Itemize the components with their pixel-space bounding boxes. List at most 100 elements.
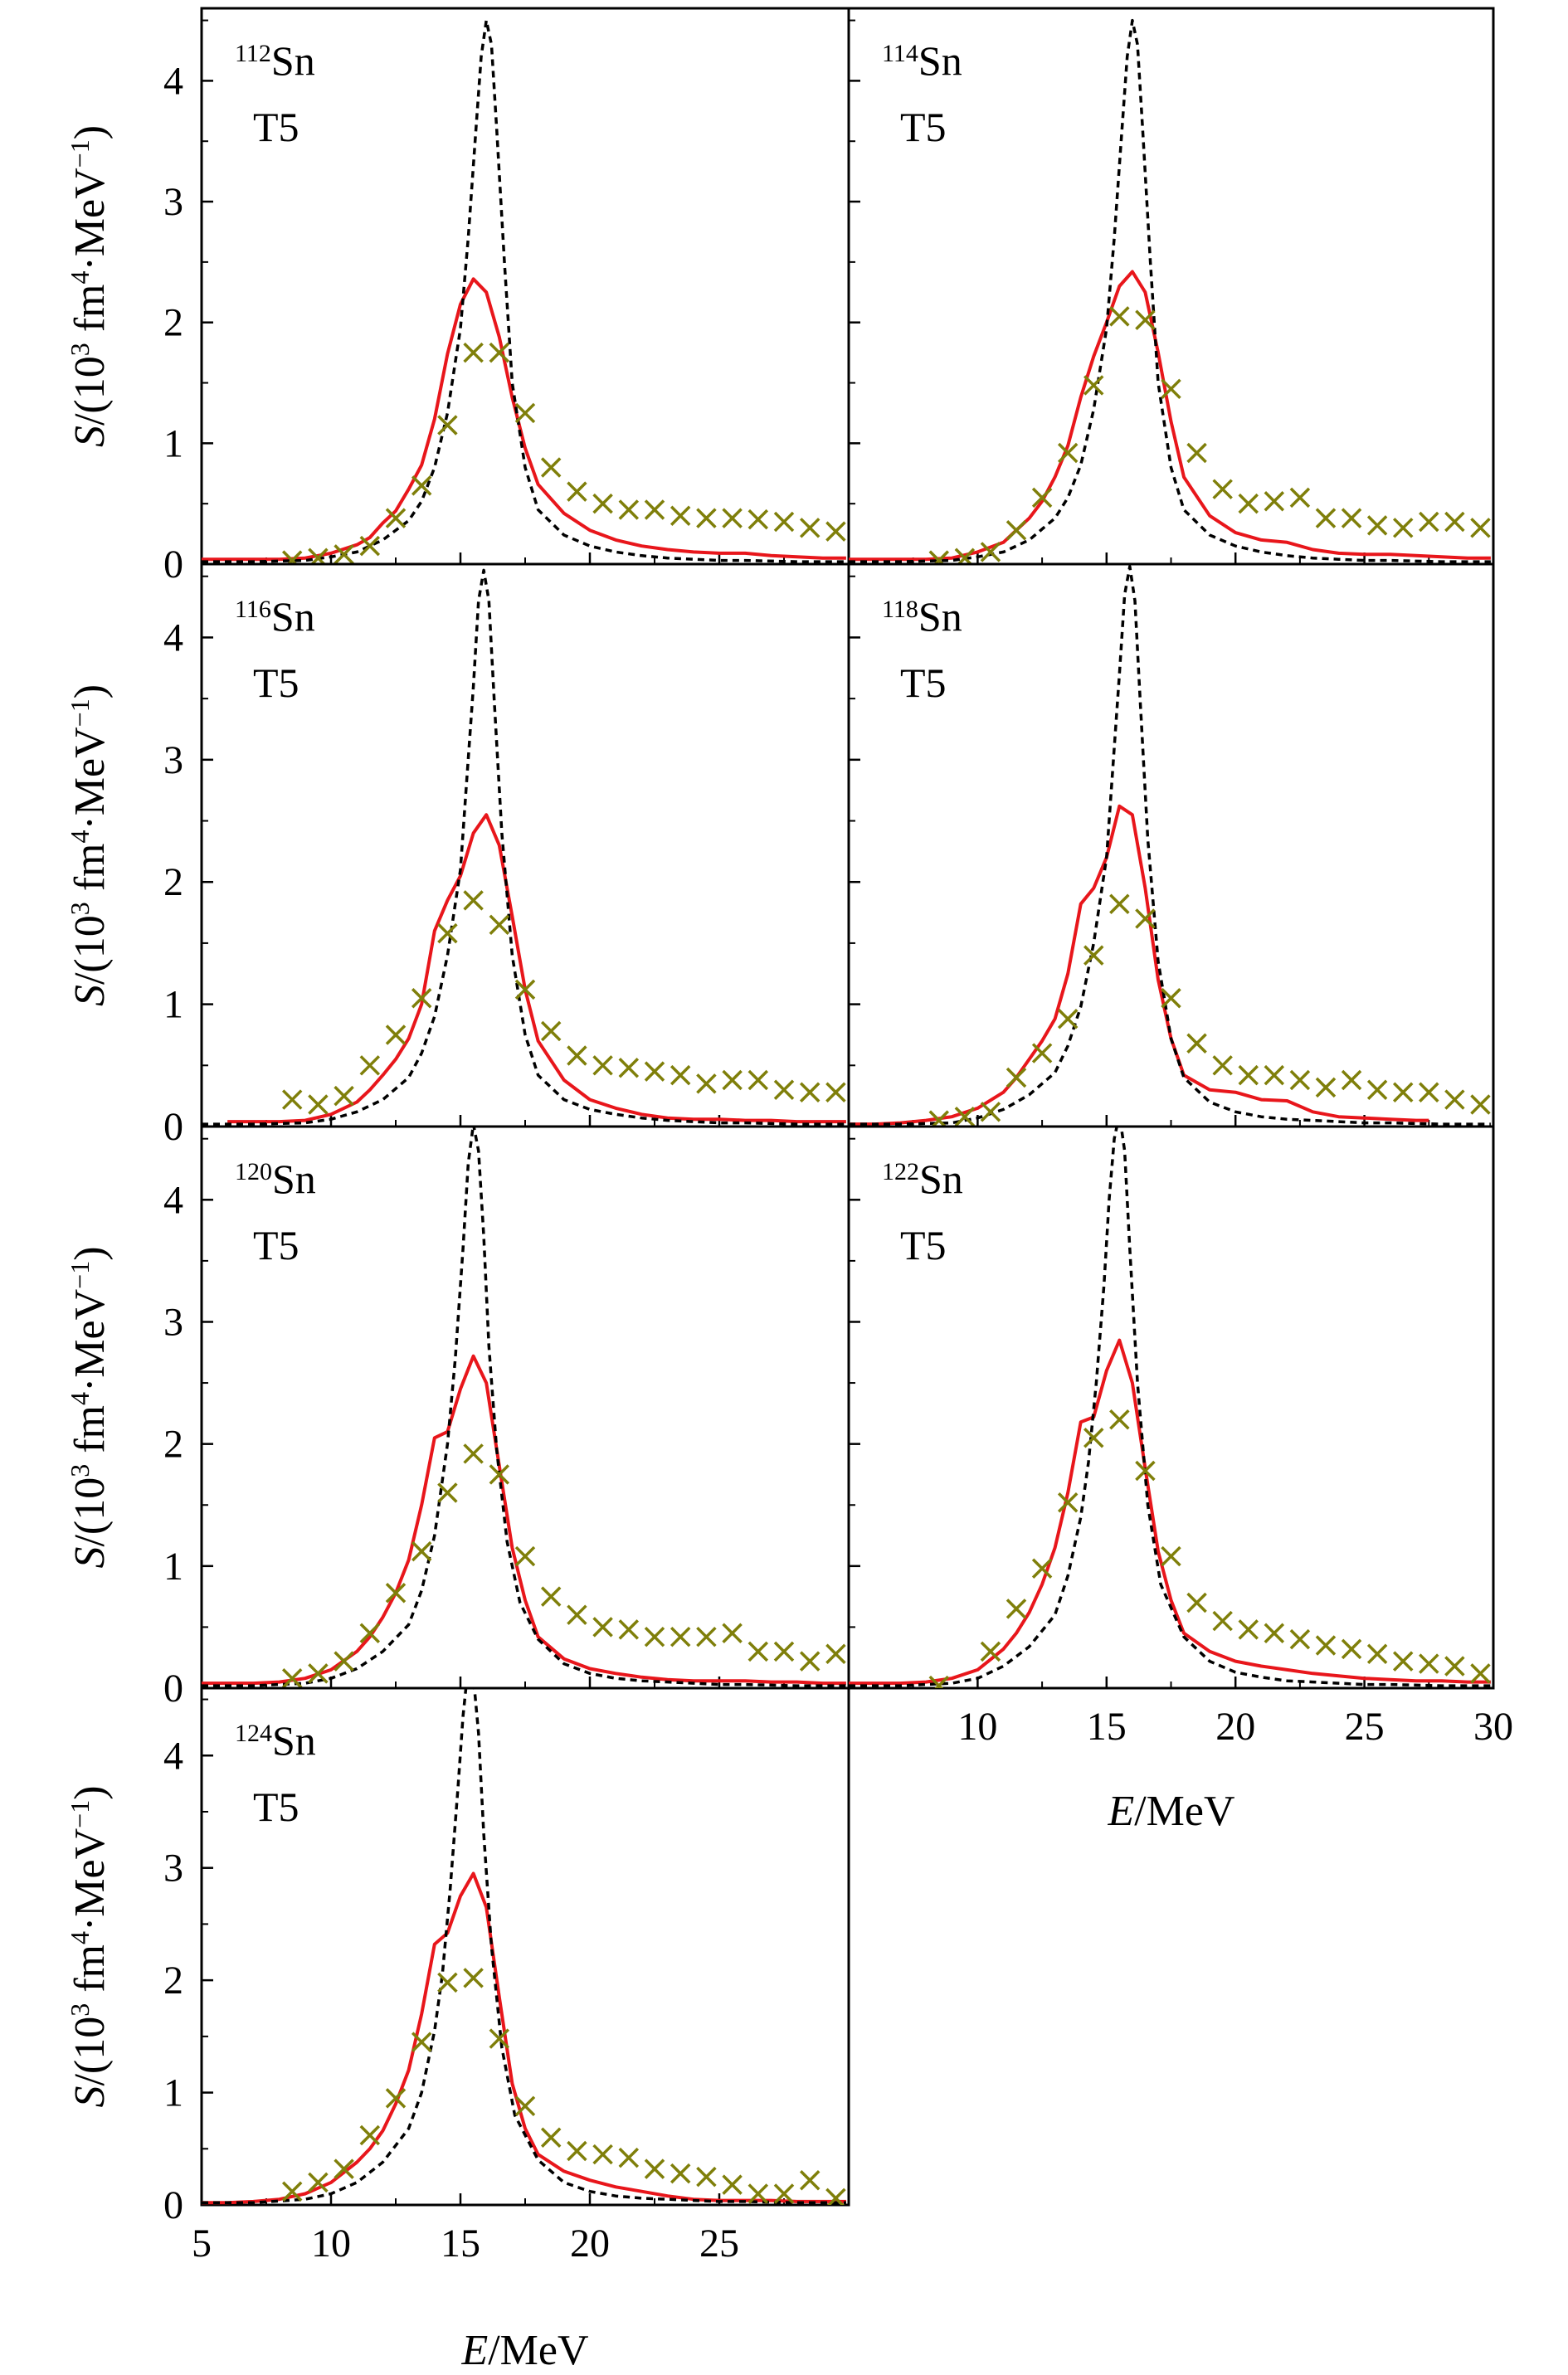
data-marker [335,1652,353,1671]
data-marker [1265,1066,1283,1084]
data-marker [645,2160,664,2178]
data-marker [465,891,483,909]
data-marker [1059,1010,1077,1028]
y-tick-label: 3 [163,738,183,782]
data-marker [801,1652,819,1671]
data-marker [309,1095,327,1113]
data-marker [1445,1091,1463,1109]
x-tick-label: 10 [957,1705,997,1749]
y-axis-title: S/(103 fm4·MeV−1) [65,1246,114,1568]
y-tick-label: 2 [163,860,183,904]
panel-nucleus-label: 112Sn [235,37,315,84]
y-tick-label: 3 [163,1847,183,1891]
data-marker [465,343,483,362]
data-marker [542,458,560,476]
data-marker [1214,480,1232,499]
data-marker [1188,1034,1206,1053]
data-marker [490,343,509,362]
data-marker [775,1081,793,1099]
y-axis-title: S/(103 fm4·MeV−1) [65,1785,114,2107]
data-marker [542,1022,560,1040]
data-marker [1445,1657,1463,1676]
data-marker [594,1618,612,1636]
data-marker [775,1643,793,1661]
panel-nucleus-label: 118Sn [882,593,962,640]
y-tick-label: 1 [163,983,183,1027]
panel-nucleus-label: 122Sn [882,1156,963,1202]
data-marker [1368,1081,1386,1099]
panel-122Sn: 10 15 20 25 30122SnT5 [849,1114,1513,1749]
y-tick-label: 1 [163,1545,183,1589]
data-marker [1084,376,1103,394]
data-marker [697,1074,715,1093]
data-marker [1419,1083,1438,1102]
data-marker [697,2168,715,2186]
data-marker [1265,1624,1283,1643]
y-tick-label: 0 [163,543,183,586]
data-marker [1291,489,1309,507]
x-tick-label: 30 [1473,1705,1513,1749]
dashed-series-line [202,570,846,1124]
data-marker [956,1107,974,1126]
panel-frame [202,8,849,564]
data-marker [620,2149,638,2167]
data-marker [749,1643,767,1661]
data-marker [1265,492,1283,510]
data-marker [335,1087,353,1105]
data-marker [1342,509,1361,528]
data-marker [697,1628,715,1646]
data-marker [1007,521,1025,539]
data-marker [1342,1071,1361,1089]
data-marker [801,518,819,537]
data-marker [1394,1083,1412,1102]
data-marker [516,1547,534,1565]
data-marker [801,2171,819,2189]
data-marker [1110,895,1128,913]
data-marker [361,2126,379,2144]
data-marker [1110,1410,1128,1428]
x-tick-label: 25 [699,2222,739,2265]
data-marker [516,404,534,422]
data-marker [1239,494,1258,513]
data-marker [594,1056,612,1074]
data-marker [283,1091,301,1109]
data-marker [697,509,715,528]
panel-frame [202,564,849,1127]
data-marker [826,523,845,541]
data-marker [723,509,742,528]
x-tick-label: 10 [311,2222,351,2265]
x-tick-label: 20 [570,2222,610,2265]
data-marker [438,924,456,942]
data-marker [1007,1599,1025,1618]
data-marker [775,513,793,531]
solid-series-line [849,272,1491,560]
data-marker [1471,1095,1489,1113]
x-axis-title-right: E/MeV [1107,1788,1234,1835]
panel-model-label: T5 [253,1784,299,1830]
data-marker [671,1066,689,1084]
series-group [202,1124,846,1687]
data-marker [1471,1664,1489,1682]
data-marker [1084,1428,1103,1447]
data-marker [723,1624,742,1643]
data-marker [1317,509,1335,528]
data-marker [1368,516,1386,534]
solid-series-line [202,1356,846,1683]
solid-series-line [849,1341,1491,1684]
y-tick-label: 2 [163,1959,183,2003]
panel-116Sn: 01234S/(103 fm4·MeV−1)116SnT5 [65,564,849,1149]
panel-nucleus-label: 120Sn [235,1156,316,1202]
data-marker [465,1444,483,1462]
data-marker [387,1584,405,1602]
panel-model-label: T5 [253,104,299,150]
data-marker [594,2145,612,2163]
data-marker [567,483,586,501]
data-marker [542,2129,560,2147]
y-tick-label: 3 [163,180,183,224]
y-tick-label: 4 [163,1734,183,1778]
data-marker [387,1025,405,1044]
solid-series-line [202,279,846,559]
data-marker [1419,1655,1438,1673]
data-marker [620,1620,638,1638]
data-marker [412,1542,431,1560]
